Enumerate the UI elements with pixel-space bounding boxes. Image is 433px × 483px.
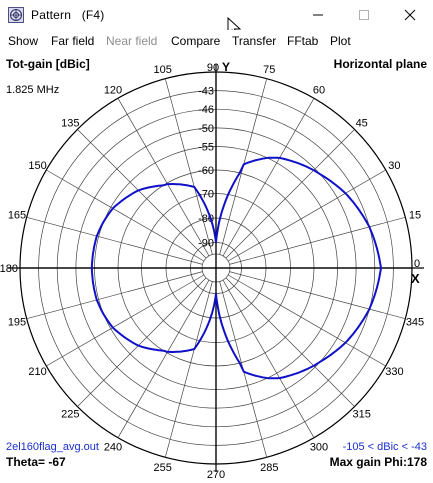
- ring-label: -50: [198, 123, 214, 135]
- grid-spoke: [117, 98, 210, 257]
- menu-bar: Show Far field Near field Compare Transf…: [0, 30, 433, 52]
- angle-label: 225: [61, 409, 79, 421]
- grid-spoke: [164, 281, 213, 458]
- frequency-label: 1.825 MHz: [6, 84, 60, 96]
- window-title-shortcut: (F4): [81, 8, 105, 22]
- angle-label: 315: [353, 409, 371, 421]
- menu-show[interactable]: Show: [8, 34, 39, 48]
- angle-label: 60: [313, 85, 325, 97]
- minimize-button[interactable]: [295, 0, 341, 30]
- y-axis-label: Y: [222, 60, 230, 74]
- angle-label: 255: [154, 462, 172, 474]
- max-gain-label: Max gain Phi:178: [329, 455, 427, 469]
- title-bar: Pattern (F4): [0, 0, 433, 38]
- x-axis-label: X: [411, 271, 420, 286]
- close-icon: [404, 9, 416, 21]
- grid-spoke: [222, 98, 315, 257]
- angle-label: 105: [154, 64, 172, 76]
- ring-label: -60: [198, 165, 214, 177]
- minimize-icon: [313, 14, 323, 16]
- grid-spoke: [227, 169, 386, 262]
- angle-label: 270: [207, 469, 225, 481]
- theta-label: Theta= -67: [6, 455, 66, 469]
- angle-label: 75: [263, 64, 275, 76]
- angle-label: 180: [0, 263, 18, 275]
- angle-label: 45: [356, 117, 368, 129]
- app-icon: [8, 7, 24, 23]
- angle-label: 240: [104, 441, 122, 453]
- angle-label: 345: [406, 316, 424, 328]
- grid-spoke: [46, 274, 205, 367]
- grid-spoke: [225, 277, 355, 407]
- close-button[interactable]: [387, 0, 433, 30]
- pattern-plot-area[interactable]: 0 15 30 45 60 75 90 105 120 135 150 165 180 195 210 225…: [0, 52, 433, 483]
- angle-label: 285: [260, 462, 278, 474]
- grid-spoke: [117, 279, 210, 438]
- polar-chart: 0 15 30 45 60 75 90 105 120 135 150 165 180 195 210 225…: [0, 60, 424, 481]
- angle-label: 195: [8, 316, 26, 328]
- grid-spoke: [77, 277, 207, 407]
- maximize-button[interactable]: [341, 0, 387, 30]
- output-file-name: 2el160flag_avg.out: [6, 441, 99, 453]
- angle-label: 210: [28, 366, 46, 378]
- menu-near-field: Near field: [106, 34, 158, 48]
- menu-fftab[interactable]: FFtab: [287, 34, 319, 48]
- angle-label: 120: [104, 85, 122, 97]
- grid-spoke: [225, 129, 355, 259]
- gain-type-label: Tot-gain [dBic]: [6, 57, 90, 71]
- grid-spoke: [26, 271, 203, 320]
- window-title: Pattern (F4): [31, 8, 105, 22]
- grid-spoke: [229, 271, 406, 320]
- angle-label: 150: [28, 160, 46, 172]
- menu-transfer[interactable]: Transfer: [232, 34, 277, 48]
- ring-label: -90: [198, 238, 214, 250]
- ring-label: -46: [198, 104, 214, 116]
- maximize-icon: [359, 10, 369, 20]
- plane-label: Horizontal plane: [333, 57, 427, 71]
- angle-label: 135: [61, 117, 79, 129]
- angle-label: 330: [385, 366, 403, 378]
- gain-range-label: -105 < dBic < -43: [342, 441, 427, 453]
- window-title-name: Pattern: [31, 8, 72, 22]
- angle-label: 165: [8, 210, 26, 222]
- grid-spoke: [77, 129, 207, 259]
- ring-label: -55: [198, 142, 214, 154]
- grid-spoke: [229, 216, 406, 265]
- menu-far-field[interactable]: Far field: [51, 34, 95, 48]
- angle-label: 300: [310, 441, 328, 453]
- menu-compare[interactable]: Compare: [171, 34, 221, 48]
- radiation-pattern-trace: [90, 156, 383, 380]
- angle-label: 30: [388, 160, 400, 172]
- ring-label: -43: [198, 86, 214, 98]
- grid-spoke: [222, 279, 315, 438]
- angle-label: 0: [414, 258, 420, 270]
- grid-spoke: [164, 78, 213, 255]
- menu-plot[interactable]: Plot: [330, 34, 351, 48]
- grid-spoke: [26, 216, 203, 265]
- angle-label: 15: [409, 210, 421, 222]
- angle-label: 90: [207, 62, 219, 74]
- grid-spoke: [46, 169, 205, 262]
- grid-spoke: [227, 274, 386, 367]
